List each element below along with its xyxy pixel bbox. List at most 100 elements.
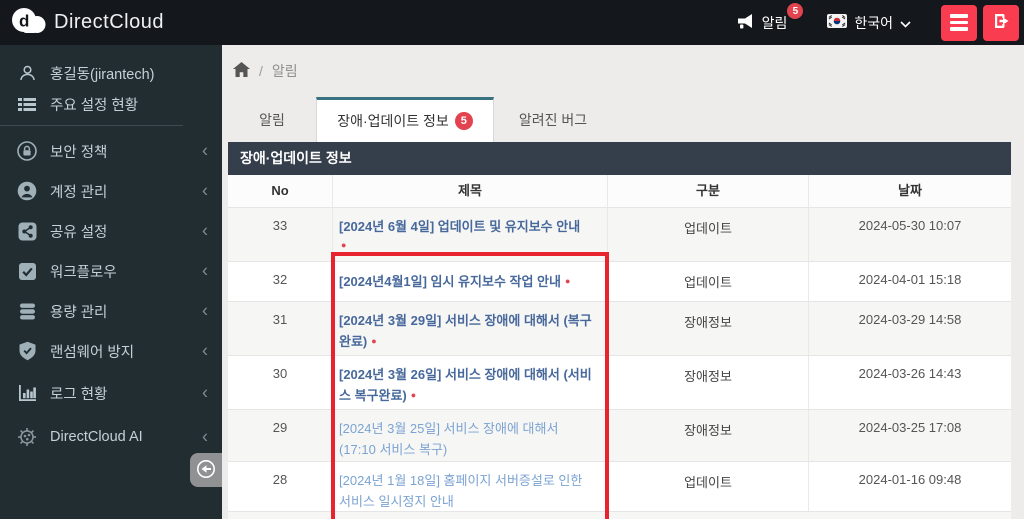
language-label: 한국어 — [854, 14, 893, 31]
column-header-category: 구분 — [608, 175, 809, 207]
sidebar-item-settings-status[interactable]: 주요 설정 현황 — [0, 91, 222, 117]
breadcrumb-separator: / — [259, 63, 263, 79]
sidebar-item-security-policy[interactable]: 보안 정책 ‹ — [0, 131, 222, 171]
new-marker-dot: ● — [341, 240, 347, 250]
row-no: 31 — [228, 302, 333, 355]
notice-title-link[interactable]: [2024년 6월 4일] 업데이트 및 유지보수 안내 — [339, 219, 581, 234]
megaphone-icon — [736, 12, 755, 33]
panel-title: 장애·업데이트 정보 — [228, 142, 1011, 175]
sidebar-item-label: 보안 정책 — [50, 144, 108, 161]
chevron-left-icon: ‹ — [202, 426, 208, 447]
sidebar-item-label: 용량 관리 — [50, 304, 108, 321]
new-marker-dot: ● — [410, 390, 417, 400]
notice-title-link[interactable]: [2024년 3월 25일] 서비스 장애에 대해서 (17:10 서비스 복구… — [339, 421, 559, 457]
row-category: 업데이트 — [608, 208, 809, 261]
sidebar-item-ransomware-protection[interactable]: 랜섬웨어 방지 ‹ — [0, 331, 222, 371]
breadcrumb: / 알림 — [222, 45, 1024, 97]
sidebar: 홍길동(jirantech) 주요 설정 현황 — [0, 45, 222, 519]
row-no: 33 — [228, 208, 333, 261]
share-icon — [12, 222, 42, 241]
column-header-date: 날짜 — [898, 183, 922, 198]
sidebar-user-label: 홍길동(jirantech) — [50, 66, 155, 83]
tab-count-badge: 5 — [454, 112, 473, 130]
row-date: 2024-03-25 17:08 — [858, 420, 962, 435]
notifications-menu[interactable]: 알림 5 — [736, 3, 804, 33]
sidebar-item-directcloud-ai[interactable]: DirectCloud AI ‹ — [0, 415, 222, 459]
sidebar-item-capacity-management[interactable]: 용량 관리 ‹ — [0, 291, 222, 331]
chevron-left-icon: ‹ — [202, 180, 208, 201]
logout-button[interactable] — [983, 4, 1019, 41]
cloud-logo-icon: d — [12, 7, 46, 39]
lock-icon — [12, 141, 42, 161]
partial-next-row — [228, 512, 1011, 519]
row-no: 30 — [228, 356, 333, 409]
user-outline-icon — [12, 64, 42, 82]
chevron-left-icon: ‹ — [202, 140, 208, 161]
notice-title-link[interactable]: [2024년 3월 29일] 서비스 장애에 대해서 (복구완료) — [339, 313, 592, 349]
chevron-left-icon: ‹ — [202, 340, 208, 361]
new-marker-dot: ● — [564, 276, 571, 286]
row-category: 장애정보 — [608, 356, 809, 409]
row-date: 2024-05-30 10:07 — [858, 218, 962, 233]
top-navbar: d DirectCloud 알림 5 — [0, 0, 1024, 45]
tab-label: 장애·업데이트 정보 — [337, 113, 449, 129]
logout-icon — [992, 12, 1011, 33]
tab-known-bugs[interactable]: 알려진 버그 — [494, 97, 612, 142]
sidebar-item-account-management[interactable]: 계정 관리 ‹ — [0, 171, 222, 211]
shield-icon — [12, 341, 42, 361]
chevron-left-icon: ‹ — [202, 260, 208, 281]
incident-table: No 제목 구분 날짜 33 [2024년 6월 4일] 업데이트 및 유지보수… — [228, 175, 1011, 519]
row-date: 2024-04-01 15:18 — [858, 272, 962, 287]
home-icon[interactable] — [233, 62, 250, 80]
sidebar-divider — [0, 125, 183, 126]
menu-toggle-button[interactable] — [941, 4, 977, 41]
row-category: 장애정보 — [608, 410, 809, 461]
column-header-title: 제목 — [333, 175, 608, 207]
sidebar-item-label: DirectCloud AI — [50, 429, 143, 445]
workflow-check-icon — [12, 262, 42, 281]
notifications-label: 알림 — [761, 14, 788, 31]
sidebar-item-workflow[interactable]: 워크플로우 ‹ — [0, 251, 222, 291]
column-header-no: No — [228, 175, 333, 207]
notice-title-link[interactable]: [2024년 1월 18일] 홈페이지 서버증설로 인한 서비스 일시정지 안내 — [339, 473, 583, 509]
sidebar-collapse-button[interactable] — [190, 453, 222, 487]
table-row: 31 [2024년 3월 29일] 서비스 장애에 대해서 (복구완료) ● 장애… — [228, 302, 1011, 356]
new-marker-dot: ● — [371, 336, 377, 346]
notice-title-link[interactable]: [2024년 3월 26일] 서비스 장애에 대해서 (서비스 복구완료) — [339, 367, 592, 403]
table-header-row: No 제목 구분 날짜 — [228, 175, 1011, 208]
tab-incident-update-info[interactable]: 장애·업데이트 정보 5 — [316, 97, 494, 142]
new-marker-dot — [454, 496, 458, 506]
new-marker-dot — [447, 444, 451, 454]
bar-chart-icon — [12, 384, 42, 402]
svg-text:d: d — [19, 11, 29, 30]
arrow-left-circle-icon — [196, 459, 216, 482]
table-row: 30 [2024년 3월 26일] 서비스 장애에 대해서 (서비스 복구완료)… — [228, 356, 1011, 410]
incident-update-panel: 장애·업데이트 정보 No 제목 구분 날짜 33 [2024년 6월 4일] … — [228, 142, 1011, 519]
chevron-down-icon — [900, 15, 911, 31]
notifications-count-badge: 5 — [787, 3, 804, 19]
sidebar-user[interactable]: 홍길동(jirantech) — [0, 55, 222, 91]
row-date: 2024-03-29 14:58 — [858, 312, 962, 327]
table-row: 32 [2024년4월1일] 임시 유지보수 작업 안내 ● 업데이트 2024-… — [228, 262, 1011, 302]
sidebar-item-share-settings[interactable]: 공유 설정 ‹ — [0, 211, 222, 251]
tab-bar: 알림 장애·업데이트 정보 5 알려진 버그 — [222, 97, 1024, 142]
tab-notifications[interactable]: 알림 — [228, 97, 316, 142]
language-selector[interactable]: 한국어 — [827, 13, 911, 33]
row-no: 29 — [228, 410, 333, 461]
sidebar-item-log-status[interactable]: 로그 현황 ‹ — [0, 371, 222, 415]
tab-label: 알림 — [259, 111, 285, 128]
brand-logo[interactable]: d DirectCloud — [0, 7, 222, 39]
sidebar-item-label: 로그 현황 — [50, 386, 108, 403]
chevron-left-icon: ‹ — [202, 220, 208, 241]
brand-name: DirectCloud — [54, 11, 164, 33]
table-row: 28 [2024년 1월 18일] 홈페이지 서버증설로 인한 서비스 일시정지… — [228, 462, 1011, 512]
tab-label: 알려진 버그 — [518, 111, 588, 128]
notice-title-link[interactable]: [2024년4월1일] 임시 유지보수 작업 안내 — [339, 274, 561, 289]
sidebar-item-label: 랜섬웨어 방지 — [50, 344, 135, 361]
sidebar-item-label: 계정 관리 — [50, 184, 108, 201]
row-category: 장애정보 — [608, 302, 809, 355]
storage-icon — [12, 302, 42, 321]
table-row: 29 [2024년 3월 25일] 서비스 장애에 대해서 (17:10 서비스… — [228, 410, 1011, 462]
main-content: / 알림 알림 장애·업데이트 정보 5 알려진 버그 장애·업데이트 정보 N… — [222, 45, 1024, 519]
